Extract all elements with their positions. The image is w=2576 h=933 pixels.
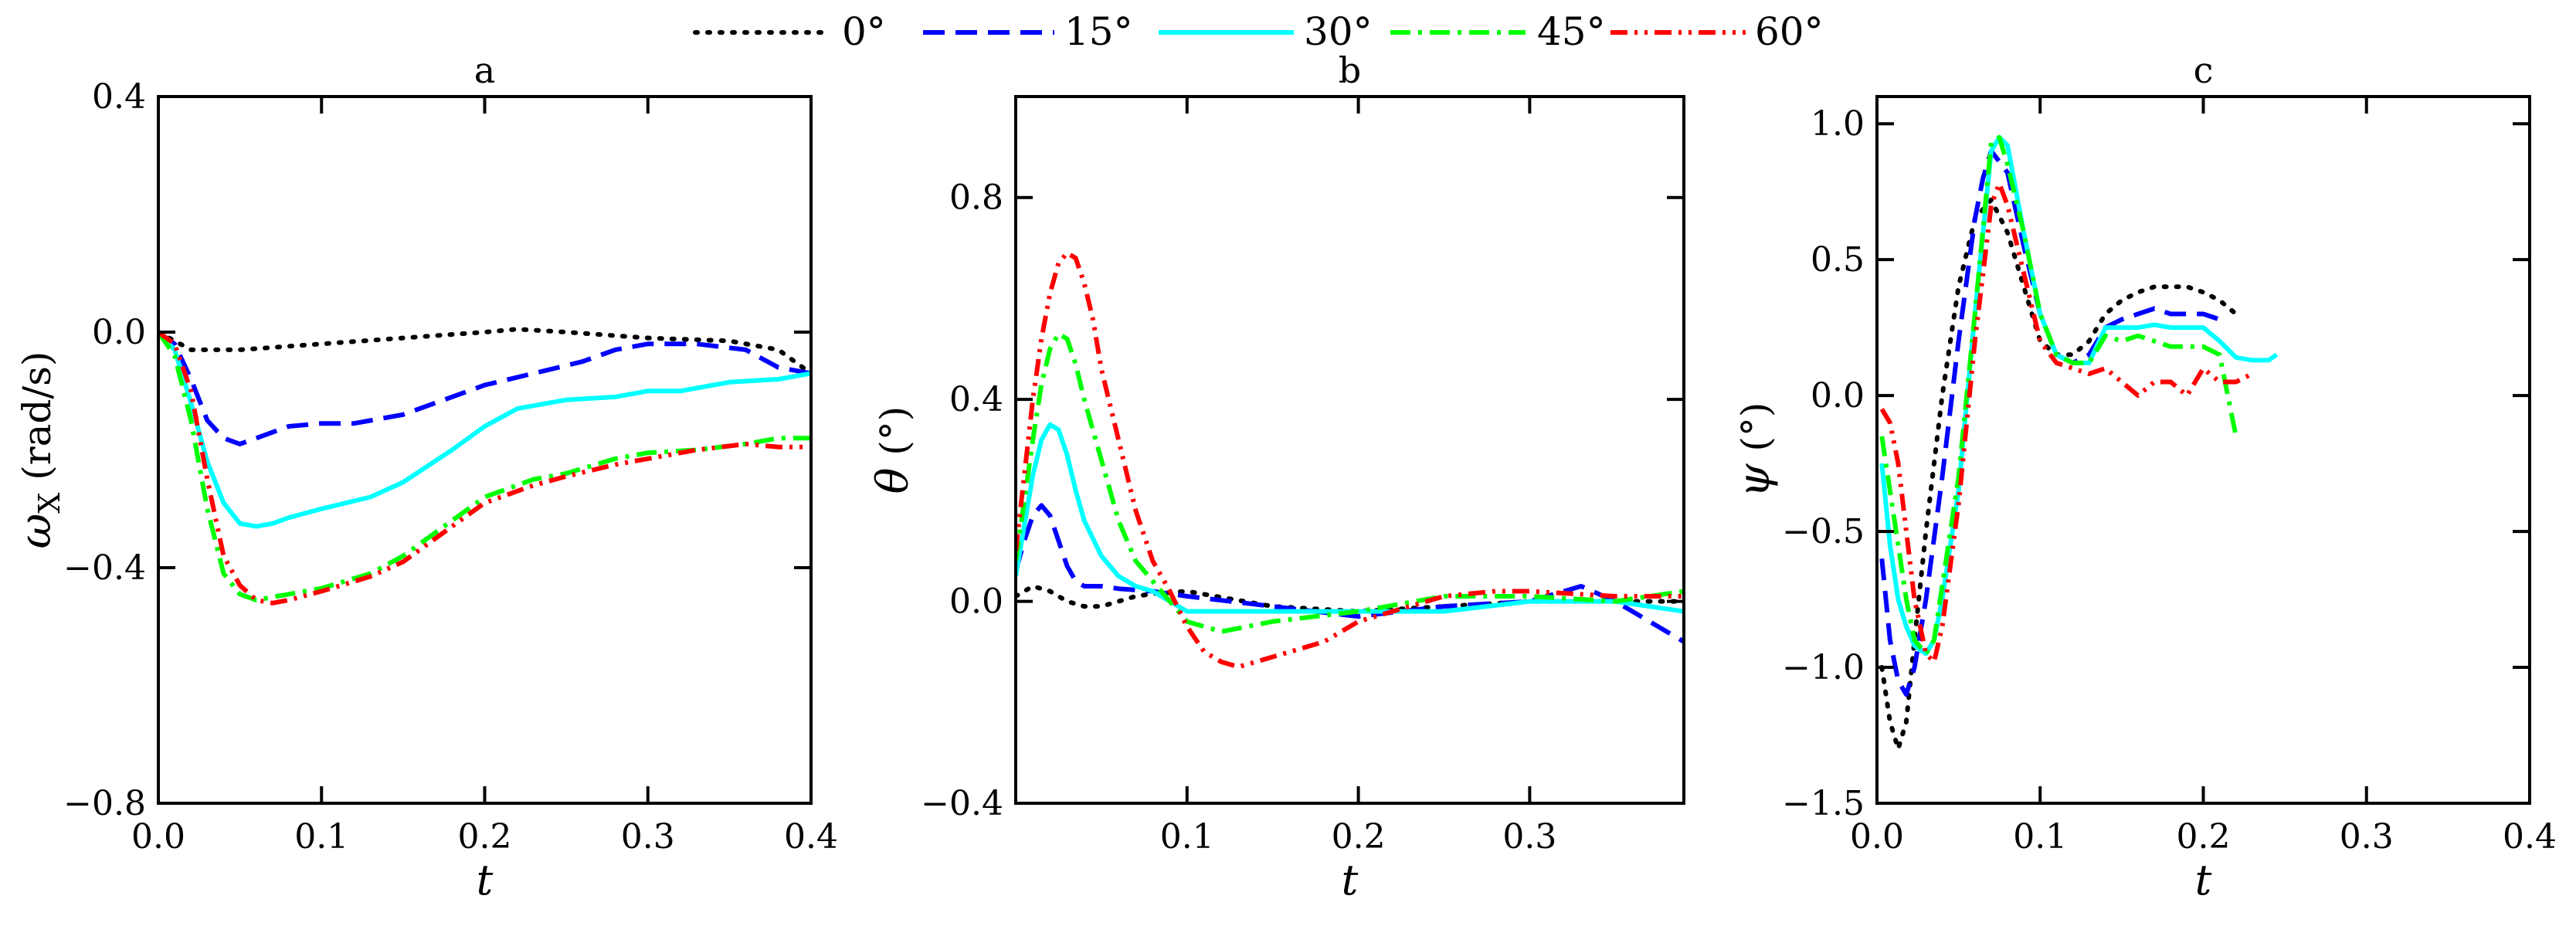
x-axis-label: t — [2195, 856, 2212, 904]
series-line — [158, 330, 811, 446]
y-tick-label: 0.5 — [1811, 240, 1865, 280]
series-line — [1879, 134, 2279, 656]
y-tick-label: 0.0 — [1811, 376, 1865, 416]
legend-entry: 15° — [923, 9, 1133, 54]
legend-label: 15° — [1064, 9, 1133, 54]
y-axis-symbol: θ — [868, 468, 918, 494]
y-tick-label: −0.8 — [63, 784, 146, 823]
y-axis-subscript: X — [32, 493, 66, 514]
x-tick-label: 0.0 — [1850, 817, 1904, 857]
series-line — [158, 331, 811, 602]
y-tick-label: 1.0 — [1811, 104, 1865, 144]
legend-label: 45° — [1537, 9, 1606, 54]
x-tick-label: 0.0 — [131, 817, 185, 857]
chart-panel: 0.0 0.1 0.2 0.3 0.4 −1.5 −1.0 −0.5 0.0 0.5 1.0 c t ψ … — [1729, 49, 2557, 904]
y-axis-label: ψ (°) — [1729, 402, 1780, 498]
plot-frame — [1014, 95, 1685, 805]
legend-entry: 0° — [693, 9, 886, 54]
chart-panels: 0.0 0.1 0.2 0.3 0.4 −0.8 −0.4 0.0 0.4 a t ωX (rad/s… — [11, 49, 2557, 904]
x-axis-label: t — [1342, 856, 1359, 904]
x-tick-label: 0.4 — [784, 817, 838, 857]
y-tick-label: 0.0 — [949, 582, 1003, 622]
x-axis-label: t — [477, 856, 494, 904]
y-axis-unit: (°) — [872, 406, 917, 468]
legend-label: 30° — [1304, 9, 1373, 54]
x-tick-label: 0.3 — [1502, 817, 1556, 857]
plot-frame — [1875, 95, 2531, 805]
series-line — [1016, 422, 1684, 614]
y-axis-symbol: ω — [11, 514, 61, 549]
y-axis-label: θ (°) — [868, 406, 918, 494]
series-line — [1016, 250, 1684, 670]
y-axis-unit: (rad/s) — [15, 351, 59, 493]
y-axis-symbol: ψ — [1729, 463, 1780, 497]
y-axis-label: ωX (rad/s) — [11, 351, 66, 549]
x-tick-label: 0.1 — [294, 817, 348, 857]
x-tick-label: 0.2 — [1332, 817, 1386, 857]
series-line — [1016, 331, 1684, 634]
series-line — [1879, 181, 2254, 664]
y-tick-label: 0.0 — [92, 313, 146, 352]
x-tick-label: 0.1 — [1160, 817, 1214, 857]
y-axis-unit: (°) — [1733, 402, 1778, 464]
legend-entry: 60° — [1610, 9, 1824, 54]
x-tick-label: 0.4 — [2503, 817, 2557, 857]
series-line — [1879, 134, 2238, 656]
panel-title: c — [2194, 49, 2214, 91]
series-group — [158, 327, 811, 606]
series-line — [158, 330, 811, 529]
legend-label: 0° — [842, 9, 886, 54]
y-tick-label: 0.8 — [949, 178, 1003, 218]
series-group — [1016, 250, 1684, 670]
y-tick-label: −1.0 — [1782, 648, 1865, 687]
y-tick-label: 0.4 — [92, 77, 146, 117]
chart-panel: 0.0 0.1 0.2 0.3 0.4 −0.8 −0.4 0.0 0.4 a t ωX (rad/s… — [11, 49, 838, 904]
legend-label: 60° — [1755, 9, 1824, 54]
y-tick-label: −0.5 — [1782, 512, 1865, 551]
y-tick-label: −1.5 — [1782, 784, 1865, 823]
series-group — [1879, 134, 2279, 751]
chart-panel: 0.1 0.2 0.3 −0.4 0.0 0.4 0.8 b t θ (°) — [868, 49, 1685, 904]
y-tick-label: −0.4 — [63, 548, 146, 588]
panel-title: a — [474, 49, 495, 91]
x-tick-label: 0.1 — [2013, 817, 2067, 857]
x-tick-label: 0.2 — [458, 817, 512, 857]
legend-entry: 45° — [1390, 9, 1606, 54]
series-line — [158, 330, 811, 606]
series-line — [1879, 197, 2238, 751]
legend-entry: 30° — [1159, 9, 1373, 54]
y-tick-label: 0.4 — [949, 380, 1003, 419]
x-tick-label: 0.2 — [2177, 817, 2231, 857]
y-tick-label: −0.4 — [921, 784, 1003, 823]
series-line — [158, 327, 811, 376]
x-tick-label: 0.3 — [621, 817, 675, 857]
legend: 0° 15° 30° 45° 60° — [693, 9, 1824, 54]
panel-title: b — [1339, 49, 1361, 91]
x-tick-label: 0.3 — [2340, 817, 2394, 857]
series-line — [1879, 148, 2221, 697]
